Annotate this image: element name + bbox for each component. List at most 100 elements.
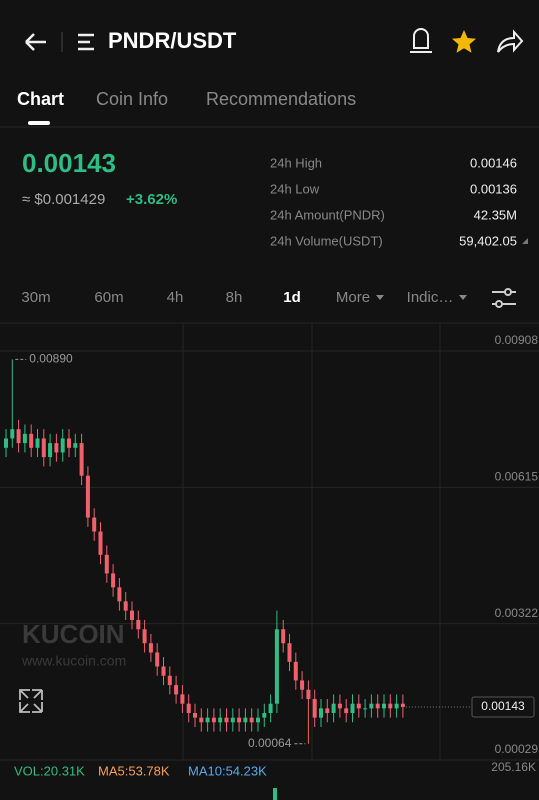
interval-button[interactable]: 1d xyxy=(283,289,301,306)
last-price-label: 0.00143 xyxy=(481,699,525,713)
candle-body xyxy=(60,438,65,453)
candle-body xyxy=(218,717,223,723)
candle-body xyxy=(104,554,109,574)
candle-body xyxy=(148,643,153,653)
stat-value: 42.35M xyxy=(474,207,517,222)
y-tick-label: 0.00322 xyxy=(495,606,539,620)
candle-body xyxy=(274,629,279,704)
candle-body xyxy=(130,610,134,620)
candle-body xyxy=(262,713,267,718)
candle-body xyxy=(293,661,298,681)
expand-icon[interactable] xyxy=(522,238,528,244)
candle-body xyxy=(268,703,273,714)
tab[interactable]: Coin Info xyxy=(96,89,168,109)
y-tick-label: 0.00615 xyxy=(495,470,539,484)
candle-body xyxy=(85,475,90,518)
candle-body xyxy=(237,717,242,723)
ma5-indicator: MA5:53.78K xyxy=(98,763,170,778)
candle-body xyxy=(136,619,141,630)
candle-body xyxy=(41,438,46,458)
candle-body xyxy=(344,708,349,714)
candle-body xyxy=(167,675,172,686)
candle-body xyxy=(281,629,286,644)
candle-body xyxy=(161,666,166,676)
candle-body xyxy=(224,717,229,723)
stat-label: 24h Amount(PNDR) xyxy=(270,207,385,222)
interval-button[interactable]: 4h xyxy=(167,289,184,306)
volume-axis-label: 205.16K xyxy=(491,760,536,774)
candle-body xyxy=(4,438,8,448)
interval-button[interactable]: Indic… xyxy=(407,289,454,306)
dropdown-caret xyxy=(376,295,384,300)
candle-body xyxy=(230,717,235,723)
candle-body xyxy=(287,643,292,662)
candle-body xyxy=(312,699,317,718)
candle-body xyxy=(10,429,15,439)
candle-body xyxy=(79,443,84,476)
candle-body xyxy=(325,708,330,714)
vol-indicator: VOL:20.31K xyxy=(14,763,85,778)
usd-price: ≈ $0.001429 xyxy=(22,191,105,208)
candle-body xyxy=(155,652,160,667)
candle-body xyxy=(186,703,191,714)
candle-body xyxy=(256,717,260,723)
candle-body xyxy=(16,429,21,444)
stat-value: 0.00146 xyxy=(470,155,517,170)
candle-body xyxy=(29,433,34,448)
candle-body xyxy=(243,717,248,723)
tab[interactable]: Recommendations xyxy=(206,89,356,109)
candle-body xyxy=(319,708,323,718)
pair-title: PNDR/USDT xyxy=(108,28,237,53)
y-tick-label: 0.00908 xyxy=(495,333,539,347)
favorite-button[interactable] xyxy=(452,30,476,53)
candle-body xyxy=(400,703,405,707)
candle-body xyxy=(382,703,386,709)
candle-body xyxy=(123,601,128,611)
candle-body xyxy=(356,703,361,709)
stat-label: 24h Volume(USDT) xyxy=(270,233,383,248)
candle-body xyxy=(306,689,311,700)
candle-body xyxy=(375,703,380,709)
share-button[interactable] xyxy=(497,29,524,53)
ma10-indicator: MA10:54.23K xyxy=(188,763,267,778)
candle-body xyxy=(67,438,71,448)
menu-button[interactable] xyxy=(78,33,94,51)
candle-body xyxy=(142,629,147,644)
candle-body xyxy=(174,685,179,695)
candle-body xyxy=(337,703,342,709)
interval-button[interactable]: 8h xyxy=(226,289,243,306)
candle-body xyxy=(35,438,40,448)
settings-button[interactable] xyxy=(492,288,516,308)
candle-body xyxy=(54,443,59,453)
candle-body xyxy=(331,703,336,714)
candle-body xyxy=(48,443,53,458)
low-label: 0.00064 xyxy=(248,736,292,750)
last-price: 0.00143 xyxy=(22,148,116,178)
alert-button[interactable] xyxy=(410,28,432,53)
tab-indicator xyxy=(28,121,50,125)
candle-body xyxy=(211,717,216,723)
interval-button[interactable]: 60m xyxy=(94,289,123,306)
candle-body xyxy=(180,694,185,704)
candle-body xyxy=(350,703,355,714)
y-tick-label: 0.00029 xyxy=(495,742,539,756)
candle-body xyxy=(300,680,305,690)
tab[interactable]: Chart xyxy=(17,89,64,109)
candle-body xyxy=(111,573,116,588)
fullscreen-button[interactable] xyxy=(19,689,43,713)
stat-label: 24h Low xyxy=(270,181,320,196)
interval-button[interactable]: More xyxy=(336,289,370,306)
candle-body xyxy=(92,517,97,532)
candle-body xyxy=(249,717,254,723)
candle-body xyxy=(369,703,374,709)
candle-body xyxy=(22,433,27,444)
watermark-url: www.kucoin.com xyxy=(21,653,126,669)
interval-button[interactable]: 30m xyxy=(21,289,50,306)
stat-value: 59,402.05 xyxy=(459,233,517,248)
back-button[interactable] xyxy=(25,33,46,51)
candle-body xyxy=(98,531,103,555)
stat-value: 0.00136 xyxy=(470,181,517,196)
price-change: +3.62% xyxy=(126,191,177,208)
candle-body xyxy=(388,703,393,709)
stat-label: 24h High xyxy=(270,155,322,170)
